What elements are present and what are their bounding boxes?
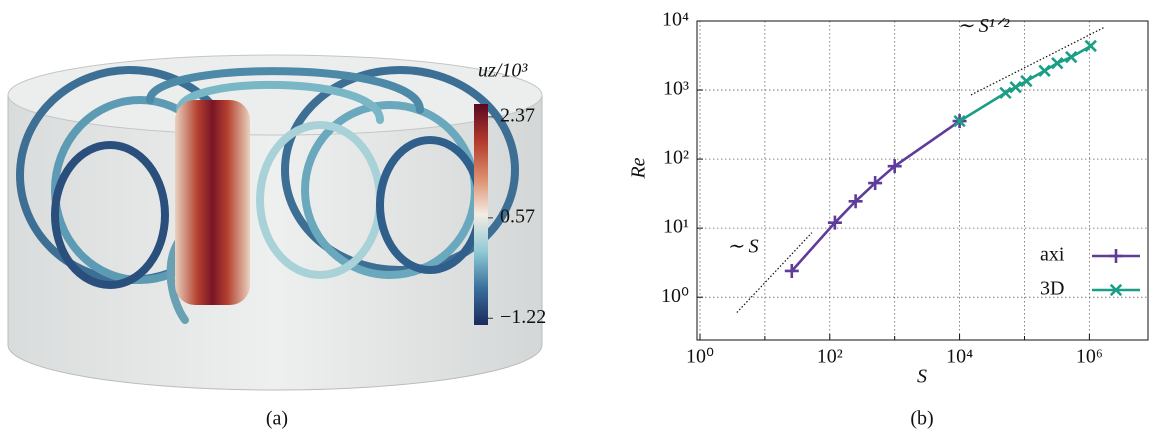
legend: axi 3D (1040, 244, 1140, 300)
legend-label: 3D (1040, 278, 1064, 300)
guide-line (736, 232, 813, 313)
marker (887, 159, 902, 174)
colorbar-label: uz/10³ (478, 60, 528, 82)
y-tick-label: 10² (663, 147, 689, 169)
legend-label: axi (1040, 244, 1065, 266)
marker (827, 215, 842, 230)
marker (1109, 283, 1123, 297)
marker (1020, 74, 1033, 88)
y-tick-label: 10¹ (663, 216, 689, 238)
render-3d (7, 54, 543, 391)
guide-line (970, 26, 1105, 96)
marker (1109, 249, 1123, 263)
caption: (b) (910, 408, 933, 430)
y-tick-label: 10⁴ (662, 9, 689, 31)
y-tick-label: 10⁰ (661, 285, 689, 307)
plot-frame (696, 20, 1149, 341)
colorbar-tick-label: 2.37 (500, 104, 535, 126)
x-tick-label: 10⁶ (1076, 346, 1103, 368)
annotation: ∼ S¹ᐟ² (957, 15, 1010, 37)
x-tick-label: 10² (817, 346, 843, 368)
marker (868, 176, 883, 191)
marker (953, 114, 966, 128)
marker (1038, 64, 1051, 77)
marker (1065, 50, 1078, 64)
x-axis-label: S (917, 366, 927, 388)
y-tick-label: 10³ (663, 78, 689, 100)
marker (784, 263, 799, 278)
marker (1009, 81, 1022, 94)
x-tick-label: 10⁴ (946, 346, 973, 368)
y-axis-label: Re (628, 157, 650, 179)
marker (848, 194, 863, 209)
plot: 10⁰ 10² 10⁴ 10⁶ 10⁰ 10¹ 10² 10³ 10⁴ ∼ S ∼ S¹ᐟ² axi 3… (661, 9, 1149, 368)
series-line (790, 120, 961, 272)
colorbar-tick-label: −1.22 (500, 306, 546, 328)
colorbar-tick-label: 0.57 (500, 205, 535, 227)
caption: (a) (266, 408, 288, 430)
marker (999, 86, 1012, 100)
marker (1051, 57, 1064, 70)
annotation: ∼ S (727, 235, 759, 257)
x-tick-label: 10⁰ (686, 346, 714, 368)
marker (1084, 39, 1097, 53)
colorbar (474, 104, 488, 325)
